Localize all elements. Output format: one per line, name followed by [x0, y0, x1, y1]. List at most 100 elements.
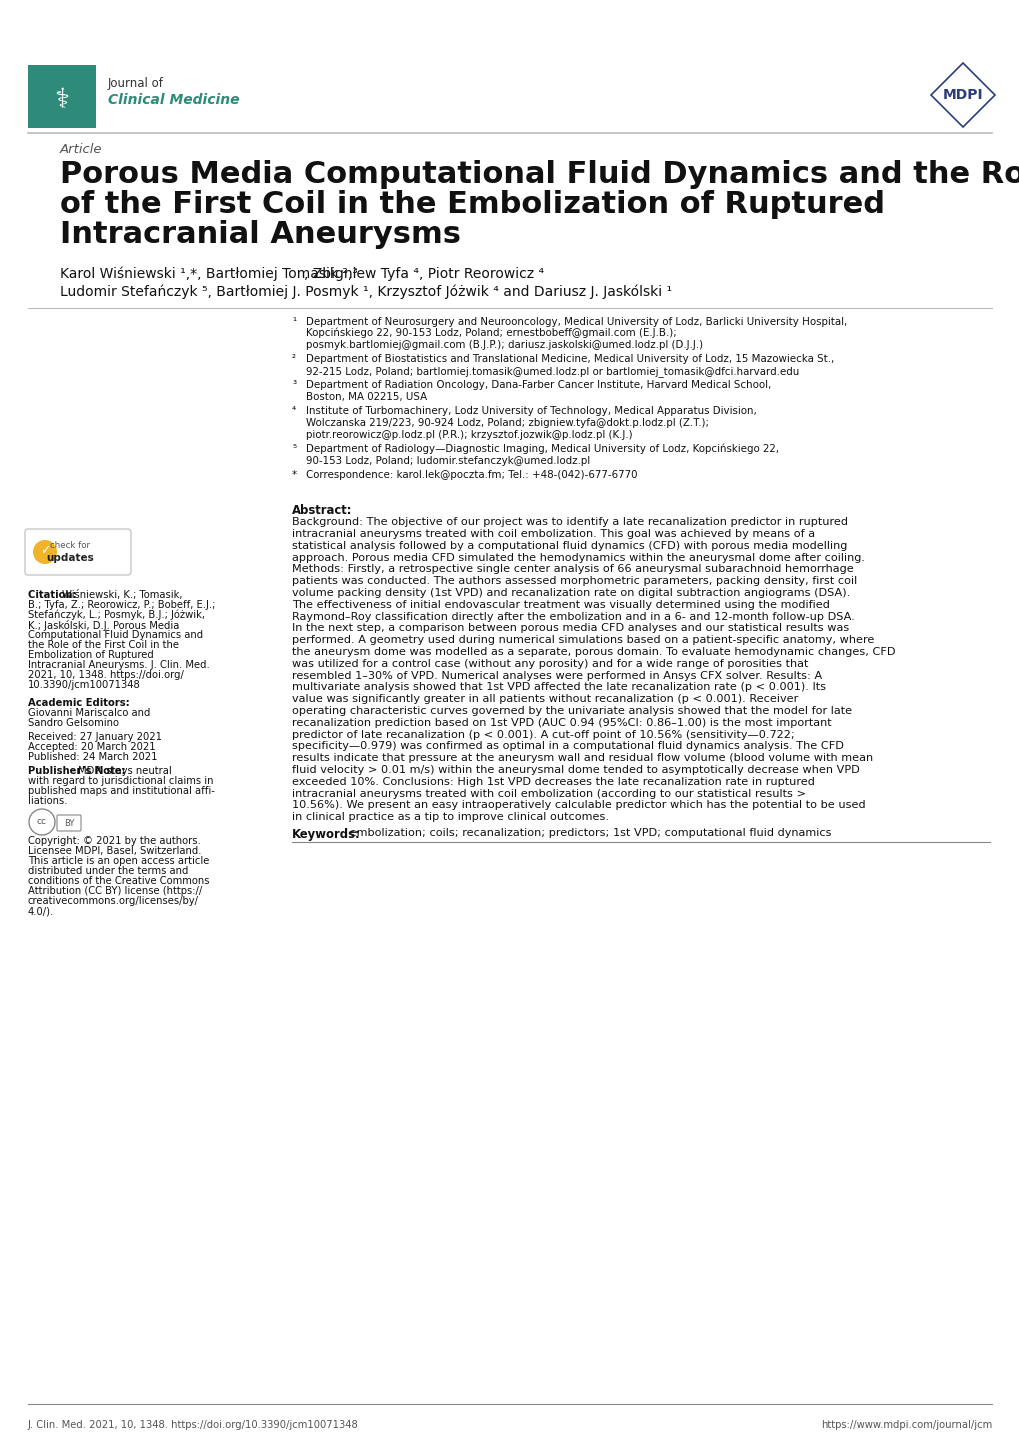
- Text: The effectiveness of initial endovascular treatment was visually determined usin: The effectiveness of initial endovascula…: [291, 600, 829, 610]
- Text: intracranial aneurysms treated with coil embolization (according to our statisti: intracranial aneurysms treated with coil…: [291, 789, 805, 799]
- Text: statistical analysis followed by a computational fluid dynamics (CFD) with porou: statistical analysis followed by a compu…: [291, 541, 847, 551]
- Text: MDPI: MDPI: [942, 88, 982, 102]
- Text: Academic Editors:: Academic Editors:: [28, 698, 129, 708]
- Text: Methods: Firstly, a retrospective single center analysis of 66 aneurysmal subara: Methods: Firstly, a retrospective single…: [291, 564, 853, 574]
- Text: updates: updates: [46, 552, 94, 562]
- Text: posmyk.bartlomiej@gmail.com (B.J.P.); dariusz.jaskolski@umed.lodz.pl (D.J.J.): posmyk.bartlomiej@gmail.com (B.J.P.); da…: [306, 340, 702, 350]
- Text: ¹: ¹: [291, 317, 296, 327]
- Text: Published: 24 March 2021: Published: 24 March 2021: [28, 751, 157, 761]
- Text: In the next step, a comparison between porous media CFD analyses and our statist: In the next step, a comparison between p…: [291, 623, 849, 633]
- Text: liations.: liations.: [28, 796, 67, 806]
- Text: recanalization prediction based on 1st VPD (AUC 0.94 (95%CI: 0.86–1.00) is the m: recanalization prediction based on 1st V…: [291, 718, 830, 728]
- Text: published maps and institutional affi-: published maps and institutional affi-: [28, 786, 215, 796]
- Text: ²: ²: [291, 355, 296, 365]
- Text: Giovanni Mariscalco and: Giovanni Mariscalco and: [28, 708, 150, 718]
- Text: Ludomir Stefańczyk ⁵, Bartłomiej J. Posmyk ¹, Krzysztof Jóżwik ⁴ and Dariusz J. : Ludomir Stefańczyk ⁵, Bartłomiej J. Posm…: [60, 284, 672, 298]
- Text: Intracranial Aneurysms: Intracranial Aneurysms: [60, 221, 461, 249]
- Text: J. Clin. Med. 2021, 10, 1348. https://doi.org/10.3390/jcm10071348: J. Clin. Med. 2021, 10, 1348. https://do…: [28, 1420, 359, 1430]
- Text: multivariate analysis showed that 1st VPD affected the late recanalization rate : multivariate analysis showed that 1st VP…: [291, 682, 825, 692]
- Text: Department of Radiology—Diagnostic Imaging, Medical University of Lodz, Kopcińsk: Department of Radiology—Diagnostic Imagi…: [306, 444, 779, 454]
- Text: Department of Neurosurgery and Neurooncology, Medical University of Lodz, Barlic: Department of Neurosurgery and Neuroonco…: [306, 317, 847, 327]
- Text: embolization; coils; recanalization; predictors; 1st VPD; computational fluid dy: embolization; coils; recanalization; pre…: [345, 828, 830, 838]
- Text: approach. Porous media CFD simulated the hemodynamics within the aneurysmal dome: approach. Porous media CFD simulated the…: [291, 552, 864, 562]
- Text: resembled 1–30% of VPD. Numerical analyses were performed in Ansys CFX solver. R: resembled 1–30% of VPD. Numerical analys…: [291, 671, 821, 681]
- Text: ⚕: ⚕: [54, 87, 69, 114]
- Text: ⁵: ⁵: [291, 444, 296, 454]
- Circle shape: [29, 809, 55, 835]
- Text: Computational Fluid Dynamics and: Computational Fluid Dynamics and: [28, 630, 203, 640]
- Text: Raymond–Roy classification directly after the embolization and in a 6- and 12-mo: Raymond–Roy classification directly afte…: [291, 611, 854, 622]
- Text: the aneurysm dome was modelled as a separate, porous domain. To evaluate hemodyn: the aneurysm dome was modelled as a sepa…: [291, 647, 895, 658]
- FancyBboxPatch shape: [57, 815, 81, 831]
- Text: https://www.mdpi.com/journal/jcm: https://www.mdpi.com/journal/jcm: [820, 1420, 991, 1430]
- Text: Journal of: Journal of: [108, 78, 164, 91]
- Text: 90-153 Lodz, Poland; ludomir.stefanczyk@umed.lodz.pl: 90-153 Lodz, Poland; ludomir.stefanczyk@…: [306, 456, 590, 466]
- Text: exceeded 10%. Conclusions: High 1st VPD decreases the late recanalization rate i: exceeded 10%. Conclusions: High 1st VPD …: [291, 777, 814, 787]
- Text: Clinical Medicine: Clinical Medicine: [108, 92, 239, 107]
- Text: Abstract:: Abstract:: [291, 505, 352, 518]
- Circle shape: [33, 539, 57, 564]
- Text: piotr.reorowicz@p.lodz.pl (P.R.); krzysztof.jozwik@p.lodz.pl (K.J.): piotr.reorowicz@p.lodz.pl (P.R.); krzysz…: [306, 430, 632, 440]
- Text: Department of Biostatistics and Translational Medicine, Medical University of Lo: Department of Biostatistics and Translat…: [306, 355, 834, 365]
- Text: fluid velocity > 0.01 m/s) within the aneurysmal dome tended to asymptotically d: fluid velocity > 0.01 m/s) within the an…: [291, 766, 859, 776]
- Text: Correspondence: karol.lek@poczta.fm; Tel.: +48-(042)-677-6770: Correspondence: karol.lek@poczta.fm; Tel…: [306, 470, 637, 480]
- Text: Sandro Gelsomino: Sandro Gelsomino: [28, 718, 119, 728]
- Text: B.; Tyfa, Z.; Reorowicz, P.; Bobeff, E.J.;: B.; Tyfa, Z.; Reorowicz, P.; Bobeff, E.J…: [28, 600, 215, 610]
- Text: operating characteristic curves governed by the univariate analysis showed that : operating characteristic curves governed…: [291, 707, 851, 717]
- Text: 2021, 10, 1348. https://doi.org/: 2021, 10, 1348. https://doi.org/: [28, 671, 183, 681]
- Text: This article is an open access article: This article is an open access article: [28, 857, 209, 867]
- Text: Kopcińskiego 22, 90-153 Lodz, Poland; ernestbobeff@gmail.com (E.J.B.);: Kopcińskiego 22, 90-153 Lodz, Poland; er…: [306, 327, 676, 339]
- Text: 10.3390/jcm10071348: 10.3390/jcm10071348: [28, 681, 141, 691]
- Text: 10.56%). We present an easy intraoperatively calculable predictor which has the : 10.56%). We present an easy intraoperati…: [291, 800, 865, 810]
- Text: volume packing density (1st VPD) and recanalization rate on digital subtraction : volume packing density (1st VPD) and rec…: [291, 588, 850, 598]
- Text: Keywords:: Keywords:: [291, 828, 361, 841]
- Text: results indicate that pressure at the aneurysm wall and residual flow volume (bl: results indicate that pressure at the an…: [291, 753, 872, 763]
- Text: 92-215 Lodz, Poland; bartlomiej.tomasik@umed.lodz.pl or bartlomiej_tomasik@dfci.: 92-215 Lodz, Poland; bartlomiej.tomasik@…: [306, 366, 799, 376]
- Text: Porous Media Computational Fluid Dynamics and the Role: Porous Media Computational Fluid Dynamic…: [60, 160, 1019, 189]
- Text: Received: 27 January 2021: Received: 27 January 2021: [28, 733, 162, 743]
- Text: Institute of Turbomachinery, Lodz University of Technology, Medical Apparatus Di: Institute of Turbomachinery, Lodz Univer…: [306, 407, 756, 417]
- Text: , Zbigniew Tyfa ⁴, Piotr Reorowicz ⁴: , Zbigniew Tyfa ⁴, Piotr Reorowicz ⁴: [304, 267, 544, 281]
- Text: ✓: ✓: [40, 545, 50, 558]
- Text: ³: ³: [291, 381, 296, 391]
- Text: patients was conducted. The authors assessed morphometric parameters, packing de: patients was conducted. The authors asse…: [291, 577, 856, 587]
- Text: ⁴: ⁴: [291, 407, 296, 417]
- Text: Citation:: Citation:: [28, 590, 81, 600]
- Text: MDPI stays neutral: MDPI stays neutral: [77, 766, 171, 776]
- Text: Copyright: © 2021 by the authors.: Copyright: © 2021 by the authors.: [28, 836, 201, 846]
- Text: Attribution (CC BY) license (https://: Attribution (CC BY) license (https://: [28, 885, 202, 895]
- Text: Wiśniewski, K.; Tomasik,: Wiśniewski, K.; Tomasik,: [62, 590, 182, 600]
- Text: conditions of the Creative Commons: conditions of the Creative Commons: [28, 875, 209, 885]
- Text: Article: Article: [60, 143, 102, 156]
- Text: predictor of late recanalization (p < 0.001). A cut-off point of 10.56% (sensiti: predictor of late recanalization (p < 0.…: [291, 730, 794, 740]
- Text: Karol Wiśniewski ¹,*, Bartłomiej Tomasik ²,³: Karol Wiśniewski ¹,*, Bartłomiej Tomasik…: [60, 267, 358, 281]
- Text: Intracranial Aneurysms. J. Clin. Med.: Intracranial Aneurysms. J. Clin. Med.: [28, 660, 210, 671]
- Text: value was significantly greater in all patients without recanalization (p < 0.00: value was significantly greater in all p…: [291, 694, 798, 704]
- Text: Accepted: 20 March 2021: Accepted: 20 March 2021: [28, 743, 156, 751]
- Text: distributed under the terms and: distributed under the terms and: [28, 867, 189, 875]
- Text: of the First Coil in the Embolization of Ruptured: of the First Coil in the Embolization of…: [60, 190, 884, 219]
- Text: Embolization of Ruptured: Embolization of Ruptured: [28, 650, 154, 660]
- Text: performed. A geometry used during numerical simulations based on a patient-speci: performed. A geometry used during numeri…: [291, 636, 873, 646]
- Text: Background: The objective of our project was to identify a late recanalization p: Background: The objective of our project…: [291, 518, 847, 528]
- Text: 4.0/).: 4.0/).: [28, 906, 54, 916]
- Text: specificity—0.979) was confirmed as optimal in a computational fluid dynamics an: specificity—0.979) was confirmed as opti…: [291, 741, 843, 751]
- Text: Wolczanska 219/223, 90-924 Lodz, Poland; zbigniew.tyfa@dokt.p.lodz.pl (Z.T.);: Wolczanska 219/223, 90-924 Lodz, Poland;…: [306, 418, 708, 428]
- Text: *: *: [291, 470, 297, 480]
- Text: Publisher’s Note:: Publisher’s Note:: [28, 766, 129, 776]
- Text: with regard to jurisdictional claims in: with regard to jurisdictional claims in: [28, 776, 213, 786]
- Text: K.; Jaskólski, D.J. Porous Media: K.; Jaskólski, D.J. Porous Media: [28, 620, 179, 632]
- Text: intracranial aneurysms treated with coil embolization. This goal was achieved by: intracranial aneurysms treated with coil…: [291, 529, 814, 539]
- Text: check for: check for: [50, 542, 90, 551]
- Text: was utilized for a control case (without any porosity) and for a wide range of p: was utilized for a control case (without…: [291, 659, 808, 669]
- Text: Department of Radiation Oncology, Dana-Farber Cancer Institute, Harvard Medical : Department of Radiation Oncology, Dana-F…: [306, 381, 770, 391]
- Text: Boston, MA 02215, USA: Boston, MA 02215, USA: [306, 392, 427, 402]
- Text: BY: BY: [64, 819, 74, 828]
- Polygon shape: [930, 63, 994, 127]
- FancyBboxPatch shape: [25, 529, 130, 575]
- Text: Licensee MDPI, Basel, Switzerland.: Licensee MDPI, Basel, Switzerland.: [28, 846, 202, 857]
- Text: the Role of the First Coil in the: the Role of the First Coil in the: [28, 640, 178, 650]
- Bar: [28, 65, 96, 128]
- Text: in clinical practice as a tip to improve clinical outcomes.: in clinical practice as a tip to improve…: [291, 812, 608, 822]
- Text: creativecommons.org/licenses/by/: creativecommons.org/licenses/by/: [28, 895, 199, 906]
